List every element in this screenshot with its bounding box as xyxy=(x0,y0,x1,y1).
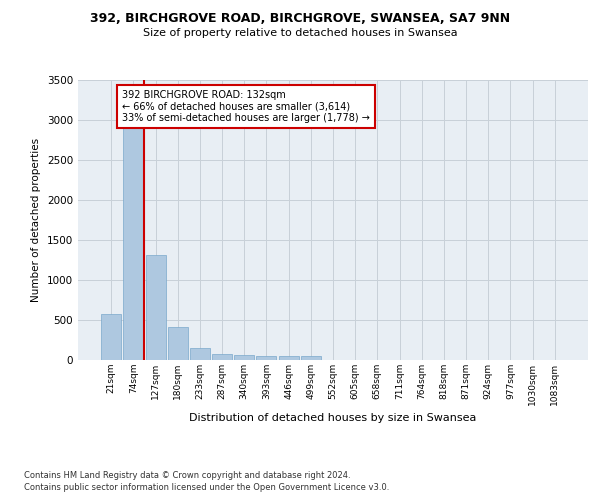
Text: Size of property relative to detached houses in Swansea: Size of property relative to detached ho… xyxy=(143,28,457,38)
Bar xyxy=(278,356,299,360)
Bar xyxy=(212,354,232,360)
Text: Contains public sector information licensed under the Open Government Licence v3: Contains public sector information licen… xyxy=(24,484,389,492)
Bar xyxy=(256,356,277,360)
Bar xyxy=(190,348,210,360)
Text: 392 BIRCHGROVE ROAD: 132sqm
← 66% of detached houses are smaller (3,614)
33% of : 392 BIRCHGROVE ROAD: 132sqm ← 66% of det… xyxy=(122,90,370,123)
Bar xyxy=(101,314,121,360)
Bar xyxy=(124,127,143,360)
Y-axis label: Number of detached properties: Number of detached properties xyxy=(31,138,41,302)
X-axis label: Distribution of detached houses by size in Swansea: Distribution of detached houses by size … xyxy=(190,413,476,423)
Bar xyxy=(168,327,188,360)
Text: 392, BIRCHGROVE ROAD, BIRCHGROVE, SWANSEA, SA7 9NN: 392, BIRCHGROVE ROAD, BIRCHGROVE, SWANSE… xyxy=(90,12,510,26)
Bar xyxy=(301,356,321,360)
Text: Contains HM Land Registry data © Crown copyright and database right 2024.: Contains HM Land Registry data © Crown c… xyxy=(24,471,350,480)
Bar xyxy=(234,355,254,360)
Bar xyxy=(146,255,166,360)
